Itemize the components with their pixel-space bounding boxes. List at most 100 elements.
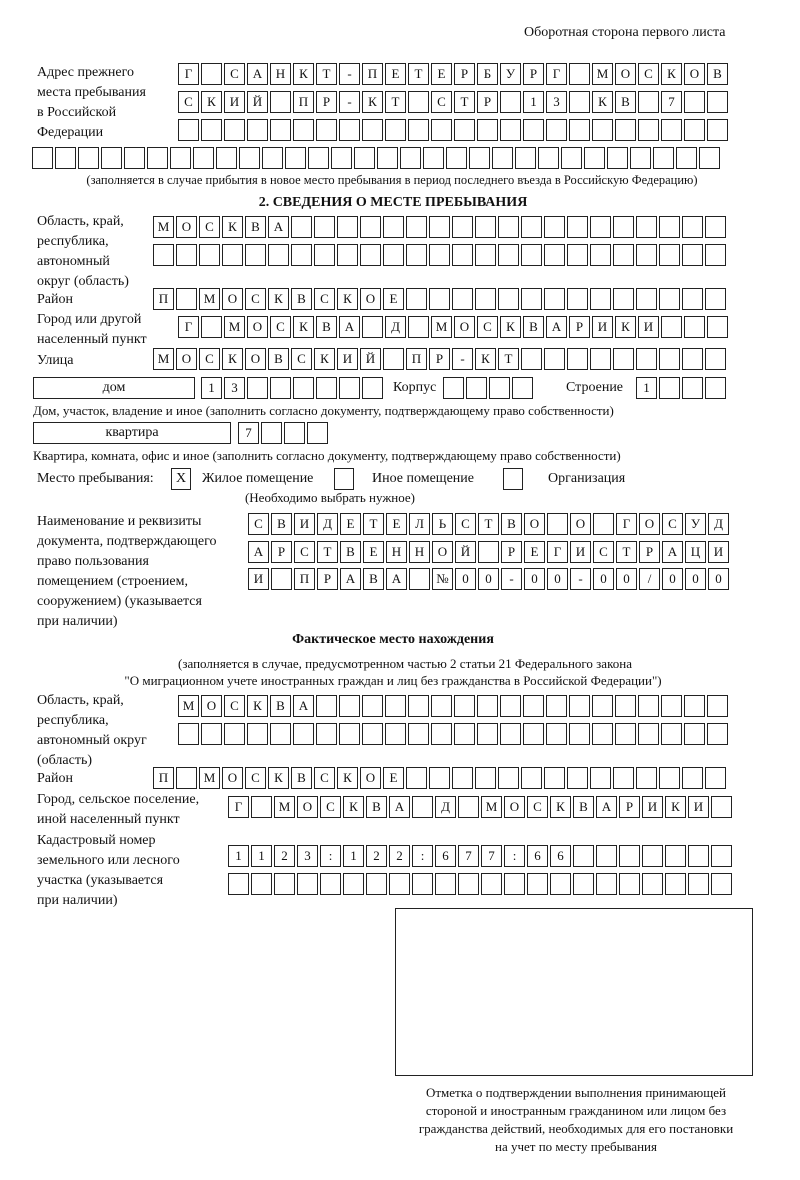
- char-cell[interactable]: [546, 119, 567, 141]
- char-cell[interactable]: Р: [429, 348, 450, 370]
- char-cell[interactable]: [567, 216, 588, 238]
- stay-checkbox-other[interactable]: [334, 468, 354, 490]
- char-cell[interactable]: [431, 723, 452, 745]
- char-cell[interactable]: [320, 873, 341, 895]
- char-cell[interactable]: В: [291, 767, 312, 789]
- char-cell[interactable]: О: [222, 767, 243, 789]
- char-cell[interactable]: -: [501, 568, 522, 590]
- char-cell[interactable]: Р: [639, 541, 660, 563]
- char-cell[interactable]: Р: [477, 91, 498, 113]
- char-cell[interactable]: [682, 377, 703, 399]
- char-cell[interactable]: О: [454, 316, 475, 338]
- char-cell[interactable]: Л: [409, 513, 430, 535]
- char-cell[interactable]: С: [248, 513, 269, 535]
- char-cell[interactable]: Т: [317, 541, 338, 563]
- char-cell[interactable]: [661, 723, 682, 745]
- char-cell[interactable]: [429, 767, 450, 789]
- char-cell[interactable]: -: [339, 63, 360, 85]
- char-cell[interactable]: [466, 377, 487, 399]
- char-cell[interactable]: [429, 216, 450, 238]
- char-cell[interactable]: С: [662, 513, 683, 535]
- char-cell[interactable]: [521, 348, 542, 370]
- char-cell[interactable]: А: [268, 216, 289, 238]
- actual-region-row[interactable]: [178, 723, 730, 745]
- char-cell[interactable]: [590, 216, 611, 238]
- char-cell[interactable]: Ь: [432, 513, 453, 535]
- char-cell[interactable]: [406, 288, 427, 310]
- char-cell[interactable]: П: [406, 348, 427, 370]
- char-cell[interactable]: [193, 147, 214, 169]
- char-cell[interactable]: У: [500, 63, 521, 85]
- char-cell[interactable]: М: [199, 288, 220, 310]
- char-cell[interactable]: [636, 216, 657, 238]
- char-cell[interactable]: [638, 723, 659, 745]
- char-cell[interactable]: П: [293, 91, 314, 113]
- char-cell[interactable]: [452, 216, 473, 238]
- char-cell[interactable]: [239, 147, 260, 169]
- char-cell[interactable]: [561, 147, 582, 169]
- char-cell[interactable]: [293, 119, 314, 141]
- char-cell[interactable]: [638, 119, 659, 141]
- char-cell[interactable]: [630, 147, 651, 169]
- char-cell[interactable]: Г: [228, 796, 249, 818]
- char-cell[interactable]: 7: [238, 422, 259, 444]
- char-cell[interactable]: [550, 873, 571, 895]
- char-cell[interactable]: [638, 91, 659, 113]
- char-cell[interactable]: [178, 119, 199, 141]
- char-cell[interactable]: [247, 723, 268, 745]
- char-cell[interactable]: [362, 695, 383, 717]
- char-cell[interactable]: [270, 91, 291, 113]
- char-cell[interactable]: В: [245, 216, 266, 238]
- char-cell[interactable]: [293, 723, 314, 745]
- char-cell[interactable]: [592, 119, 613, 141]
- char-cell[interactable]: Ц: [685, 541, 706, 563]
- char-cell[interactable]: [412, 796, 433, 818]
- char-cell[interactable]: [636, 767, 657, 789]
- char-cell[interactable]: [314, 244, 335, 266]
- char-cell[interactable]: О: [201, 695, 222, 717]
- char-cell[interactable]: [293, 377, 314, 399]
- char-cell[interactable]: [408, 723, 429, 745]
- char-cell[interactable]: [659, 288, 680, 310]
- char-cell[interactable]: А: [248, 541, 269, 563]
- char-cell[interactable]: 0: [616, 568, 637, 590]
- char-cell[interactable]: С: [455, 513, 476, 535]
- char-cell[interactable]: С: [294, 541, 315, 563]
- char-cell[interactable]: [224, 119, 245, 141]
- char-cell[interactable]: [682, 216, 703, 238]
- char-cell[interactable]: [408, 316, 429, 338]
- char-cell[interactable]: [297, 873, 318, 895]
- char-cell[interactable]: [270, 119, 291, 141]
- char-cell[interactable]: [653, 147, 674, 169]
- char-cell[interactable]: 2: [366, 845, 387, 867]
- char-cell[interactable]: К: [337, 288, 358, 310]
- char-cell[interactable]: 0: [708, 568, 729, 590]
- char-cell[interactable]: П: [153, 288, 174, 310]
- char-cell[interactable]: [271, 568, 292, 590]
- char-cell[interactable]: [55, 147, 76, 169]
- char-cell[interactable]: С: [245, 767, 266, 789]
- char-cell[interactable]: В: [316, 316, 337, 338]
- char-cell[interactable]: Г: [546, 63, 567, 85]
- char-cell[interactable]: Е: [363, 541, 384, 563]
- char-cell[interactable]: [477, 723, 498, 745]
- char-cell[interactable]: [615, 119, 636, 141]
- char-cell[interactable]: [201, 723, 222, 745]
- char-cell[interactable]: 0: [455, 568, 476, 590]
- char-cell[interactable]: [619, 873, 640, 895]
- house-type-field[interactable]: дом: [33, 377, 195, 399]
- char-cell[interactable]: С: [199, 216, 220, 238]
- char-cell[interactable]: 3: [297, 845, 318, 867]
- char-cell[interactable]: 1: [343, 845, 364, 867]
- char-cell[interactable]: [569, 63, 590, 85]
- char-cell[interactable]: М: [592, 63, 613, 85]
- char-cell[interactable]: Т: [316, 63, 337, 85]
- char-cell[interactable]: [316, 119, 337, 141]
- char-cell[interactable]: 6: [435, 845, 456, 867]
